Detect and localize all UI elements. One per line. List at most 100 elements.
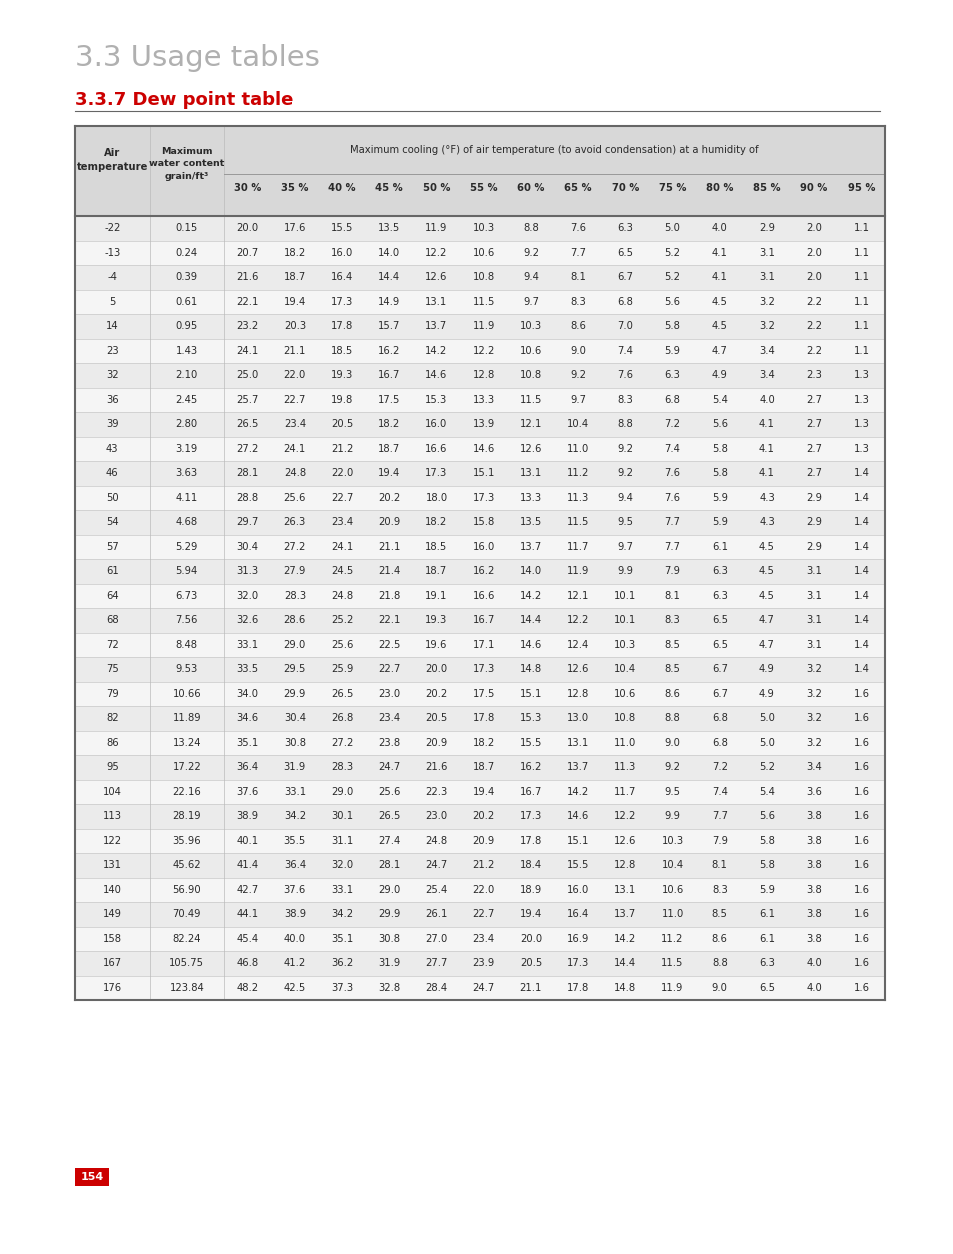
Text: 3.4: 3.4 (805, 762, 821, 772)
Text: 2.7: 2.7 (805, 468, 821, 478)
Text: 24.7: 24.7 (472, 983, 495, 993)
Text: 36.4: 36.4 (283, 860, 306, 870)
Text: 5.0: 5.0 (664, 223, 679, 233)
Text: 4.68: 4.68 (175, 517, 197, 527)
Text: 5.0: 5.0 (759, 737, 774, 747)
Text: 16.0: 16.0 (566, 885, 589, 895)
Text: -13: -13 (104, 248, 120, 258)
Text: 33.1: 33.1 (236, 640, 258, 650)
Text: 1.4: 1.4 (853, 567, 868, 577)
Bar (75, 534, 884, 559)
Text: 35 %: 35 % (281, 183, 308, 193)
Text: 5.6: 5.6 (759, 811, 774, 821)
Text: 20.0: 20.0 (519, 934, 541, 944)
Text: 1.6: 1.6 (853, 786, 868, 796)
Text: 4.9: 4.9 (759, 665, 774, 675)
Text: 27.4: 27.4 (377, 835, 400, 845)
Bar (75, 125, 884, 174)
Text: 1.4: 1.4 (853, 542, 868, 552)
Text: 1.6: 1.6 (853, 860, 868, 870)
Text: 25.0: 25.0 (236, 370, 258, 380)
Text: 12.6: 12.6 (519, 444, 541, 454)
Text: 5.2: 5.2 (759, 762, 774, 772)
Text: 33.1: 33.1 (283, 786, 306, 796)
Text: 3.8: 3.8 (805, 835, 821, 845)
Text: 3.1: 3.1 (805, 591, 821, 601)
Text: 11.5: 11.5 (472, 297, 495, 307)
Text: 4.3: 4.3 (759, 517, 774, 527)
Text: 1.6: 1.6 (853, 885, 868, 895)
Text: 15.1: 15.1 (566, 835, 589, 845)
Text: 15.5: 15.5 (519, 737, 541, 747)
Text: 7.6: 7.6 (664, 468, 679, 478)
Text: 5.2: 5.2 (664, 272, 679, 282)
Text: 16.9: 16.9 (566, 934, 589, 944)
Text: 10.4: 10.4 (660, 860, 683, 870)
Text: 4.3: 4.3 (759, 493, 774, 503)
Text: -22: -22 (104, 223, 120, 233)
Text: 1.6: 1.6 (853, 811, 868, 821)
Text: 20.2: 20.2 (425, 688, 447, 698)
Text: 19.4: 19.4 (377, 468, 400, 478)
Text: 5.9: 5.9 (711, 517, 727, 527)
Text: 7.2: 7.2 (711, 762, 727, 772)
Text: 11.89: 11.89 (172, 714, 201, 724)
Text: 2.9: 2.9 (805, 542, 821, 552)
Text: 34.2: 34.2 (331, 909, 353, 919)
Text: 9.53: 9.53 (175, 665, 197, 675)
Text: 23.4: 23.4 (472, 934, 495, 944)
Text: 16.2: 16.2 (472, 567, 495, 577)
Text: 75 %: 75 % (659, 183, 685, 193)
Text: 19.3: 19.3 (331, 370, 353, 380)
Text: 1.6: 1.6 (853, 934, 868, 944)
Text: 23.8: 23.8 (377, 737, 400, 747)
Text: 1.4: 1.4 (853, 591, 868, 601)
Text: 17.3: 17.3 (331, 297, 353, 307)
Text: 17.8: 17.8 (519, 835, 541, 845)
Text: 122: 122 (103, 835, 122, 845)
Bar (75, 241, 884, 265)
Text: 4.0: 4.0 (805, 983, 821, 993)
Text: 24.8: 24.8 (283, 468, 306, 478)
Text: 82.24: 82.24 (172, 934, 201, 944)
Text: 4.1: 4.1 (711, 272, 727, 282)
Text: 61: 61 (106, 567, 118, 577)
Text: 50 %: 50 % (422, 183, 450, 193)
Bar (75, 362, 884, 387)
Text: 32.8: 32.8 (377, 983, 400, 993)
Text: 1.43: 1.43 (175, 346, 197, 356)
Bar (75, 632, 884, 657)
Text: 26.5: 26.5 (236, 419, 258, 429)
Text: 36.2: 36.2 (331, 958, 353, 968)
Text: 20.2: 20.2 (472, 811, 495, 821)
Text: 45 %: 45 % (375, 183, 403, 193)
Text: 105.75: 105.75 (169, 958, 204, 968)
Text: 3.2: 3.2 (759, 321, 774, 331)
Text: 19.1: 19.1 (425, 591, 447, 601)
Text: 13.7: 13.7 (519, 542, 541, 552)
Text: 5.4: 5.4 (759, 786, 774, 796)
Text: 14.2: 14.2 (519, 591, 541, 601)
Text: 176: 176 (103, 983, 122, 993)
Text: 14.4: 14.4 (377, 272, 400, 282)
Text: 9.2: 9.2 (664, 762, 679, 772)
Text: 8.3: 8.3 (664, 616, 679, 626)
Text: 23: 23 (106, 346, 118, 356)
Text: 25.4: 25.4 (425, 885, 447, 895)
Bar (75, 216, 884, 241)
Text: 11.9: 11.9 (472, 321, 495, 331)
Text: 9.5: 9.5 (617, 517, 633, 527)
Text: 20.7: 20.7 (236, 248, 258, 258)
Text: 7.56: 7.56 (175, 616, 198, 626)
Text: 14.0: 14.0 (519, 567, 541, 577)
Bar (75, 681, 884, 706)
Text: 17.5: 17.5 (472, 688, 495, 698)
Text: 6.3: 6.3 (711, 591, 727, 601)
Text: 5.94: 5.94 (175, 567, 197, 577)
Text: 22.16: 22.16 (172, 786, 201, 796)
Text: 9.2: 9.2 (522, 248, 538, 258)
Text: 1.6: 1.6 (853, 762, 868, 772)
Text: 8.8: 8.8 (617, 419, 633, 429)
Text: 21.2: 21.2 (472, 860, 495, 870)
Text: 3.1: 3.1 (759, 272, 774, 282)
